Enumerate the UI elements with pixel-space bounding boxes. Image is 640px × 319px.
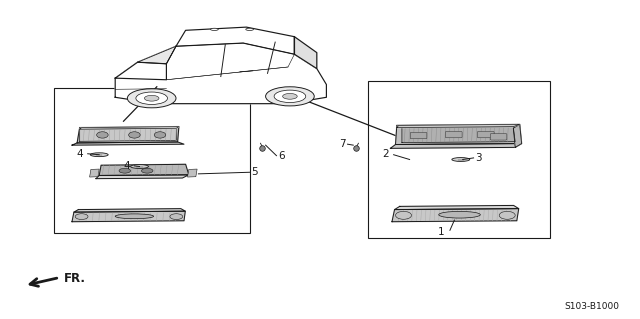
Polygon shape	[176, 27, 294, 54]
FancyBboxPatch shape	[490, 134, 507, 140]
Polygon shape	[513, 124, 522, 147]
Polygon shape	[115, 62, 166, 80]
Text: 3: 3	[475, 153, 481, 163]
Ellipse shape	[129, 132, 140, 138]
Polygon shape	[294, 37, 317, 69]
Polygon shape	[396, 124, 522, 145]
FancyBboxPatch shape	[477, 131, 494, 138]
Text: 2: 2	[382, 149, 388, 159]
Ellipse shape	[266, 87, 314, 106]
Polygon shape	[188, 169, 197, 177]
Text: 5: 5	[251, 167, 257, 177]
Text: S103-B1000: S103-B1000	[564, 302, 620, 311]
Ellipse shape	[274, 90, 306, 103]
Ellipse shape	[452, 158, 470, 161]
Polygon shape	[115, 43, 326, 104]
Polygon shape	[72, 142, 184, 145]
Polygon shape	[166, 43, 294, 80]
Ellipse shape	[136, 92, 168, 105]
Ellipse shape	[499, 211, 515, 219]
Bar	[54, 88, 250, 233]
Ellipse shape	[141, 168, 153, 173]
Polygon shape	[394, 205, 519, 210]
Polygon shape	[99, 164, 189, 175]
Text: 7: 7	[339, 139, 346, 149]
Bar	[368, 81, 550, 238]
FancyBboxPatch shape	[410, 132, 427, 139]
Ellipse shape	[90, 153, 108, 157]
Polygon shape	[138, 46, 176, 64]
Polygon shape	[402, 127, 515, 143]
Polygon shape	[74, 209, 186, 212]
Ellipse shape	[127, 89, 176, 108]
FancyBboxPatch shape	[445, 131, 462, 138]
Polygon shape	[96, 175, 189, 179]
Text: 4: 4	[77, 149, 83, 159]
Polygon shape	[77, 127, 179, 143]
Ellipse shape	[439, 211, 480, 218]
Ellipse shape	[170, 214, 183, 219]
Polygon shape	[80, 127, 179, 129]
Polygon shape	[72, 211, 186, 222]
Polygon shape	[392, 209, 519, 222]
Text: 1: 1	[438, 226, 445, 237]
Text: 6: 6	[278, 151, 284, 161]
Ellipse shape	[131, 165, 148, 168]
Ellipse shape	[246, 28, 253, 31]
Polygon shape	[390, 144, 522, 148]
Ellipse shape	[76, 214, 88, 219]
Ellipse shape	[145, 95, 159, 101]
Ellipse shape	[154, 132, 166, 138]
Ellipse shape	[119, 168, 131, 173]
Polygon shape	[80, 128, 177, 141]
Text: FR.: FR.	[64, 272, 86, 285]
Ellipse shape	[396, 211, 412, 219]
Ellipse shape	[283, 93, 297, 99]
Ellipse shape	[211, 28, 218, 31]
Ellipse shape	[115, 214, 154, 219]
Polygon shape	[90, 169, 99, 177]
Ellipse shape	[97, 132, 108, 138]
Polygon shape	[397, 124, 520, 128]
Text: 4: 4	[124, 161, 131, 171]
